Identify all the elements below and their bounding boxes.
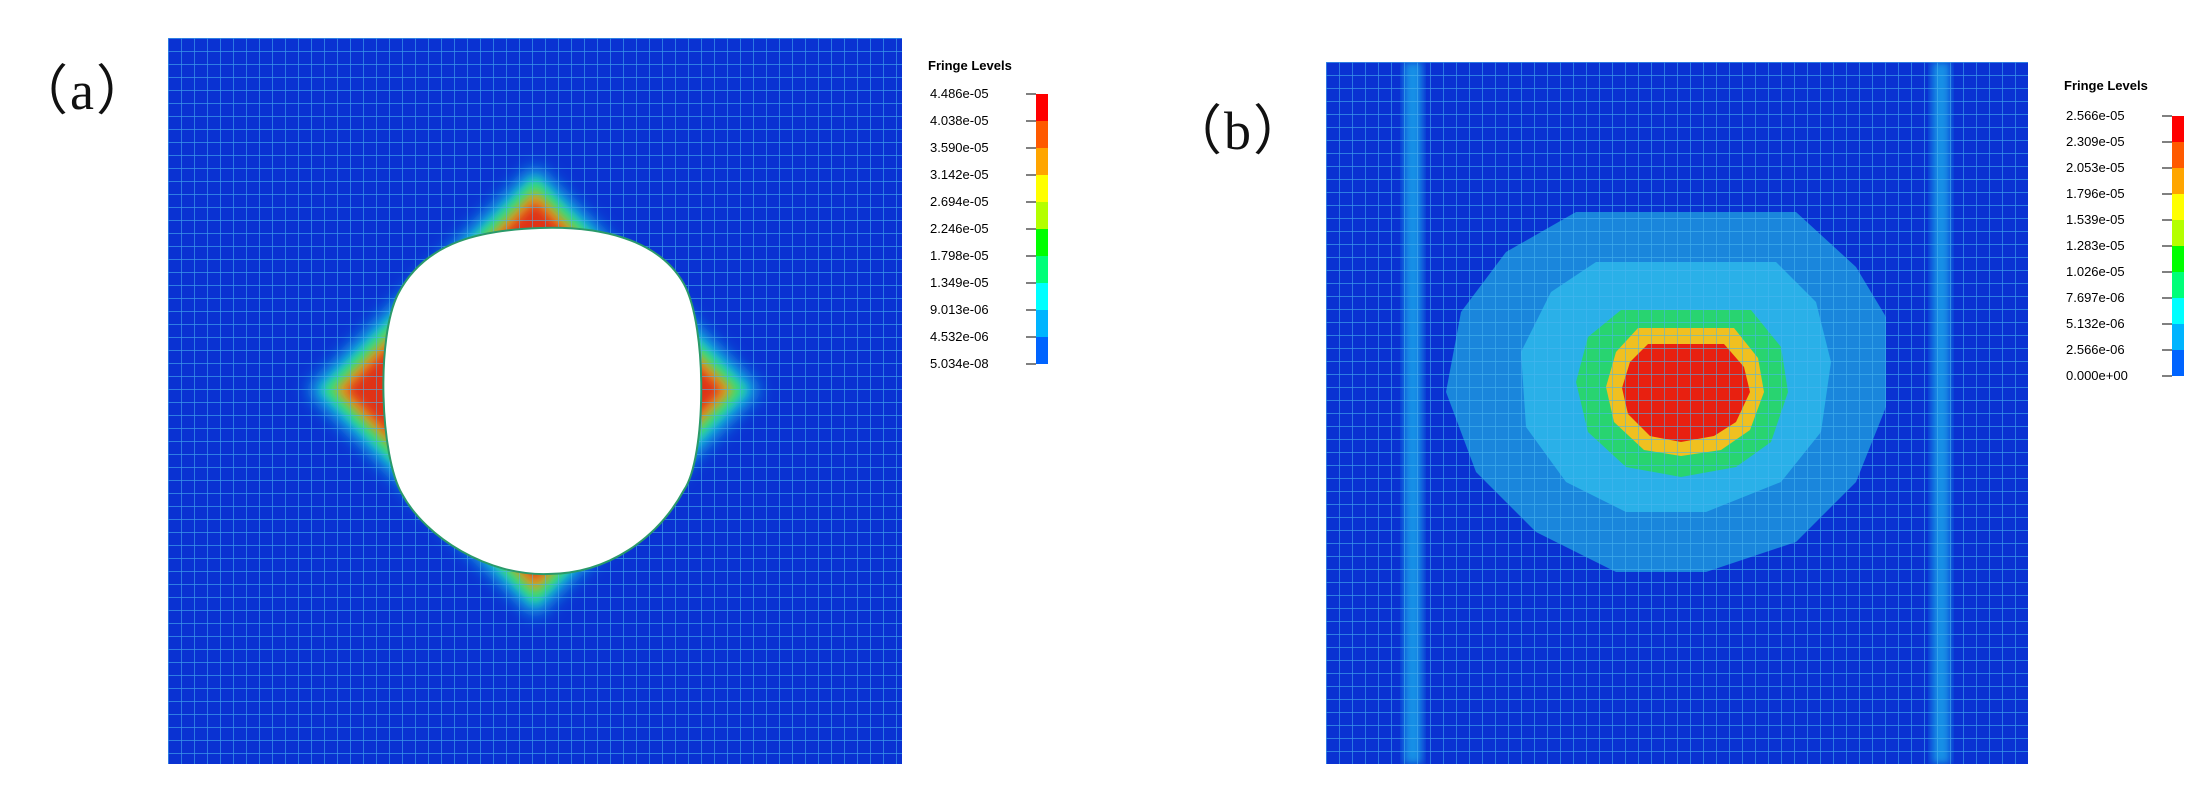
panel-label-b: （b） (1168, 101, 1309, 161)
legend-level-label: 2.246e-05 (930, 221, 989, 236)
legend-level-label: 2.309e-05 (2066, 134, 2125, 149)
legend-level-label: 1.796e-05 (2066, 186, 2125, 201)
legend-color-swatch (2172, 272, 2184, 298)
legend-level-label: 5.034e-08 (930, 356, 989, 371)
legend-color-swatch (2172, 350, 2184, 376)
legend-title-b: Fringe Levels (2064, 78, 2148, 93)
legend-color-swatch (2172, 220, 2184, 246)
legend-color-swatch (1036, 148, 1048, 175)
legend-ticks-a: 4.486e-05 4.038e-05 3.590e-05 3.142e-05 2.69… (930, 86, 1036, 371)
legend-level-label: 2.694e-05 (930, 194, 989, 209)
legend-level-label: 1.349e-05 (930, 275, 989, 290)
legend-color-swatch (1036, 256, 1048, 283)
fringe-legend-a: Fringe Levels 4.486e-05 4.038e-05 3.590e-0… (928, 58, 1048, 371)
contour-plot-b (1326, 62, 2028, 764)
legend-level-label: 5.132e-06 (2066, 316, 2125, 331)
legend-level-label: 1.026e-05 (2066, 264, 2125, 279)
hole-a (382, 226, 703, 576)
legend-color-swatch (1036, 175, 1048, 202)
legend-color-swatch (2172, 298, 2184, 324)
legend-color-swatch (1036, 121, 1048, 148)
legend-level-label: 0.000e+00 (2066, 368, 2128, 383)
legend-level-label: 9.013e-06 (930, 302, 989, 317)
legend-ticks-b: 2.566e-05 2.309e-05 2.053e-05 1.796e-05 1.53… (2066, 108, 2172, 383)
legend-level-label: 3.590e-05 (930, 140, 989, 155)
legend-color-swatch (1036, 94, 1048, 121)
legend-level-label: 4.486e-05 (930, 86, 989, 101)
fringe-legend-b: Fringe Levels 2.566e-05 2.309e-05 2.053e-0… (2064, 78, 2184, 383)
legend-color-swatch (2172, 142, 2184, 168)
legend-color-swatch (2172, 324, 2184, 350)
legend-color-swatch (1036, 202, 1048, 229)
legend-swatches-b (2172, 116, 2184, 376)
legend-color-swatch (1036, 310, 1048, 337)
legend-color-swatch (1036, 337, 1048, 364)
legend-color-swatch (1036, 229, 1048, 256)
legend-level-label: 3.142e-05 (930, 167, 989, 182)
legend-swatches-a (1036, 94, 1048, 364)
legend-level-label: 1.539e-05 (2066, 212, 2125, 227)
legend-color-swatch (2172, 246, 2184, 272)
legend-level-label: 2.566e-06 (2066, 342, 2125, 357)
mesh-grid-b (1326, 62, 2028, 764)
legend-level-label: 4.532e-06 (930, 329, 989, 344)
legend-level-label: 1.283e-05 (2066, 238, 2125, 253)
legend-color-swatch (2172, 116, 2184, 142)
legend-color-swatch (1036, 283, 1048, 310)
legend-level-label: 1.798e-05 (930, 248, 989, 263)
legend-color-swatch (2172, 168, 2184, 194)
legend-color-swatch (2172, 194, 2184, 220)
contour-plot-a (168, 38, 902, 764)
legend-level-label: 2.053e-05 (2066, 160, 2125, 175)
legend-title-a: Fringe Levels (928, 58, 1012, 73)
panel-label-a: （a） (14, 61, 152, 121)
legend-level-label: 7.697e-06 (2066, 290, 2125, 305)
legend-level-label: 4.038e-05 (930, 113, 989, 128)
legend-level-label: 2.566e-05 (2066, 108, 2125, 123)
